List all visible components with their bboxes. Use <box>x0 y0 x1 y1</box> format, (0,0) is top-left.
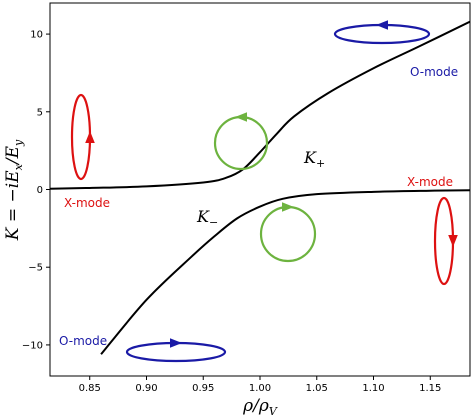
x-mode-ellipse-left <box>70 93 95 181</box>
y-axis-label-sub2: y <box>12 139 25 147</box>
circle-lower-arrow <box>282 202 294 212</box>
x-mode-ellipse-left-arrow <box>85 131 95 143</box>
circle-lower <box>259 202 317 263</box>
y-axis-label: K = −iEx/Ey <box>3 139 25 241</box>
o-mode-ellipse-bottom <box>125 338 227 363</box>
y-tick-label: 5 <box>37 107 43 118</box>
polarization-icons-layer <box>70 20 458 363</box>
circle-lower-outline <box>259 205 317 263</box>
k-plus-sub: + <box>316 157 325 170</box>
circle-upper-arrow <box>235 112 247 122</box>
x-tick-label: 0.85 <box>79 383 101 394</box>
o-mode-label-top: O-mode <box>410 65 458 79</box>
y-axis-label-mid: /E <box>3 145 23 166</box>
curves-layer <box>50 20 470 355</box>
o-mode-ellipse-bottom-outline <box>125 341 227 363</box>
x-mode-ellipse-right <box>433 196 458 286</box>
x-mode-ellipse-right-arrow <box>448 235 458 247</box>
o-mode-label-bottom: O-mode <box>59 334 107 348</box>
x-axis-label: ρ/ρV <box>242 396 278 417</box>
x-tick-label: 1.00 <box>249 383 271 394</box>
x-tick-label: 0.95 <box>192 383 214 394</box>
x-tick-label: 1.05 <box>306 383 328 394</box>
x-tick-label: 1.15 <box>419 383 441 394</box>
ticks-layer: 0.85 0.90 0.95 1.00 1.05 1.10 1.15 −10 −5 0 5 10 <box>22 30 442 394</box>
x-mode-label-left: X-mode <box>64 196 110 210</box>
y-tick-label: −5 <box>28 263 43 274</box>
o-mode-ellipse-top-outline <box>333 23 431 45</box>
y-axis-label-main: K = −iE <box>3 170 23 241</box>
k-minus-curve <box>100 189 470 355</box>
o-mode-ellipse-bottom-arrow <box>170 338 182 348</box>
o-mode-ellipse-top-arrow <box>376 20 388 30</box>
plot-frame <box>49 2 471 377</box>
circle-upper <box>213 112 269 171</box>
k-plus-label: K+ <box>303 148 325 170</box>
x-tick-label: 1.10 <box>362 383 384 394</box>
x-mode-label-right: X-mode <box>407 175 453 189</box>
x-mode-ellipse-right-outline <box>433 196 455 286</box>
x-axis-label-main: ρ/ρ <box>242 396 269 416</box>
x-axis-label-sub: V <box>269 405 278 417</box>
k-minus-base: K <box>196 207 210 226</box>
y-tick-label: 0 <box>37 185 43 196</box>
x-mode-ellipse-left-outline <box>70 93 92 181</box>
k-minus-sub: − <box>209 216 218 229</box>
k-plus-curve <box>50 20 470 190</box>
x-tick-label: 0.90 <box>135 383 157 394</box>
y-tick-label: −10 <box>22 340 43 351</box>
o-mode-ellipse-top <box>333 20 431 45</box>
k-minus-label: K− <box>196 207 218 229</box>
y-tick-label: 10 <box>30 30 43 41</box>
circle-upper-outline <box>213 115 269 171</box>
y-axis-label-sub1: x <box>12 163 25 170</box>
k-plus-base: K <box>303 148 317 167</box>
